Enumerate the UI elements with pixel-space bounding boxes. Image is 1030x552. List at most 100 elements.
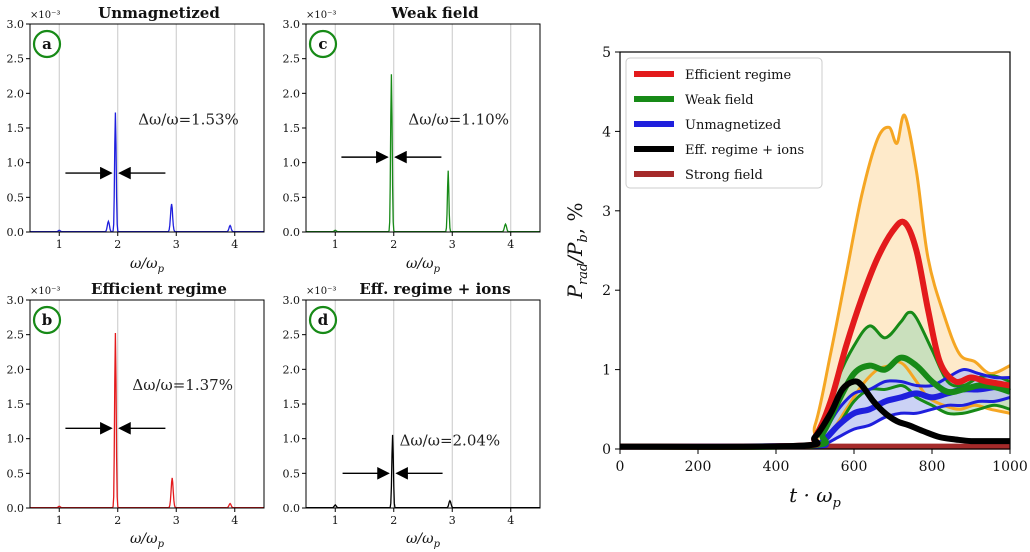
panel-title: Weak field [390,4,479,22]
y-tick-label: 0.0 [283,502,301,515]
main-y-tick-label: 2 [602,283,611,299]
y-tick-label: 0.0 [283,226,301,239]
y-tick-label: 0.0 [7,502,25,515]
panel-letter-circle [32,305,62,335]
x-tick-label: 2 [390,514,397,527]
y-tick-label: 0.5 [283,191,301,204]
y-tick-label: 2.0 [283,363,301,376]
x-axis-label: ω/ωp [130,256,165,275]
panel-title: Unmagnetized [98,4,220,22]
y-multiplier: ×10⁻³ [306,286,336,297]
panel-letter: d [318,311,329,329]
legend-label: Eff. regime + ions [685,143,804,158]
y-tick-label: 1.5 [7,398,25,411]
x-tick-label: 4 [507,238,514,251]
main-y-axis-label: Prad/Pb, % [563,202,591,299]
main-plot: 0 200 400 600 800 1000 0 1 2 3 4 5 t · ωp Prad/Pb, % E… [563,45,1028,511]
y-tick-label: 3.0 [283,18,301,31]
y-tick-label: 2.0 [7,363,25,376]
linewidth-annotation: Δω/ω=2.04% [400,432,501,450]
y-tick-label: 2.5 [283,329,301,342]
y-tick-label: 1.5 [7,122,25,135]
legend-label: Strong field [685,168,763,183]
x-axis-label: ω/ωp [406,256,441,275]
x-tick-label: 2 [114,238,121,251]
panel-title: Eff. regime + ions [359,280,510,298]
spectrum-line [30,332,264,509]
main-x-tick-label: 600 [841,459,868,475]
y-tick-label: 1.0 [7,433,25,446]
legend-box [625,57,823,189]
y-tick-label: 2.5 [7,53,25,66]
main-y-tick-label: 1 [602,363,611,379]
spectrum-panel-d: 1 2 3 4 0.0 0.5 1.0 1.5 2.0 2.5 3.0 ×10⁻³ Eff. regim… [283,280,541,550]
spectrum-line [30,112,264,233]
series-line-green [619,354,1011,451]
panel-letter: a [42,35,52,53]
series-line-black [619,378,1010,450]
panel-letter-circle [308,29,338,59]
panel-letter: c [318,35,327,53]
y-tick-label: 2.0 [7,87,25,100]
x-axis-label: ω/ωp [406,531,441,550]
x-tick-label: 3 [173,238,180,251]
y-tick-label: 1.0 [7,157,25,170]
y-tick-label: 2.5 [283,53,301,66]
band-fill-green [620,312,1010,448]
y-multiplier: ×10⁻³ [30,10,60,21]
y-tick-label: 0.5 [7,191,25,204]
axes-frame [29,299,265,509]
legend: Efficient regime Weak field Unmagnetized Ef… [625,57,823,189]
y-tick-label: 0.5 [7,467,25,480]
y-tick-label: 0.0 [7,226,25,239]
linewidth-annotation: Δω/ω=1.53% [138,111,239,129]
panel-letter-circle [308,305,338,335]
main-y-tick-label: 3 [602,204,611,220]
x-tick-label: 3 [449,238,456,251]
x-tick-label: 4 [507,514,514,527]
main-x-axis-label: t · ωp [789,483,841,511]
y-tick-label: 3.0 [7,294,25,307]
y-tick-label: 3.0 [7,18,25,31]
x-axis-label: ω/ωp [130,531,165,550]
y-tick-label: 1.5 [283,122,301,135]
y-tick-label: 3.0 [283,294,301,307]
y-tick-label: 2.0 [283,87,301,100]
legend-label: Efficient regime [685,68,791,83]
y-multiplier: ×10⁻³ [30,286,60,297]
x-tick-label: 1 [56,238,63,251]
linewidth-annotation: Δω/ω=1.37% [132,376,233,394]
x-tick-label: 2 [390,238,397,251]
panel-title: Efficient regime [91,280,227,298]
main-axes-frame [619,51,1011,450]
spectrum-panel-c: 1 2 3 4 0.0 0.5 1.0 1.5 2.0 2.5 3.0 ×10⁻³ Weak field… [283,4,541,275]
main-x-tick-label: 0 [616,459,625,475]
x-tick-label: 1 [332,514,339,527]
linewidth-annotation: Δω/ω=1.10% [408,111,509,129]
x-tick-label: 2 [114,514,121,527]
main-x-tick-label: 1000 [992,459,1028,475]
main-y-tick-label: 5 [602,45,611,61]
spectrum-panel-a: 1 2 3 4 0.0 0.5 1.0 1.5 2.0 2.5 3.0 ×10⁻³ Unmagnetiz… [7,4,265,275]
x-tick-label: 3 [449,514,456,527]
y-tick-label: 1.5 [283,398,301,411]
x-tick-label: 4 [231,238,238,251]
y-multiplier: ×10⁻³ [306,10,336,21]
main-y-tick-label: 0 [602,442,611,458]
y-tick-label: 1.0 [283,157,301,170]
legend-label: Weak field [685,93,754,108]
main-x-tick-label: 200 [685,459,712,475]
y-tick-label: 2.5 [7,329,25,342]
panel-letter-circle [32,29,62,59]
y-tick-label: 0.5 [283,467,301,480]
legend-label: Unmagnetized [685,118,781,133]
band-fill-blue [620,369,1010,448]
main-x-tick-label: 800 [919,459,946,475]
panel-letter: b [42,311,53,329]
band-upper-orange [619,113,1011,449]
main-x-tick-label: 400 [763,459,790,475]
axes-frame [305,299,541,509]
x-tick-label: 1 [56,514,63,527]
x-tick-label: 3 [173,514,180,527]
